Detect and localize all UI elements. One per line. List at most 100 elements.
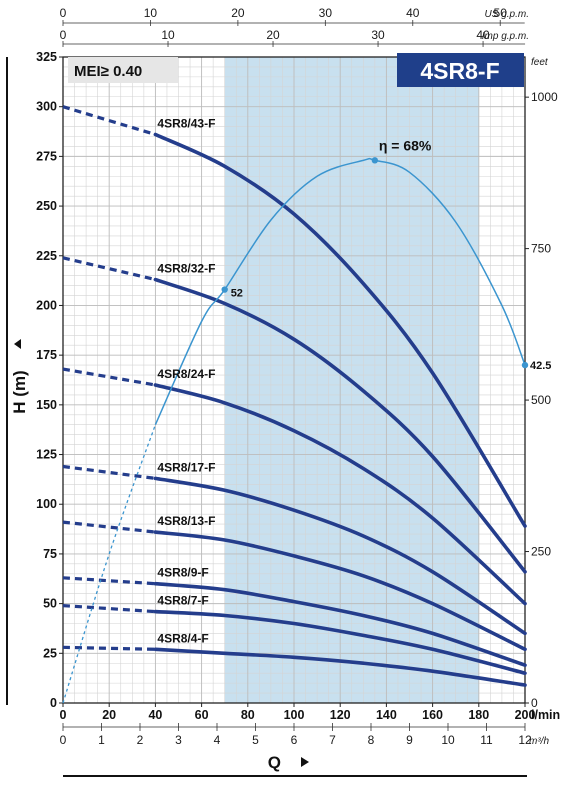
y-tick-label: 200 bbox=[36, 298, 57, 312]
head-curve bbox=[153, 609, 527, 675]
y-tick-label: 150 bbox=[36, 398, 57, 412]
efficiency-label: 42.5 bbox=[530, 360, 551, 372]
m3h-tick-label: 6 bbox=[291, 733, 298, 747]
chart-title: 4SR8-F bbox=[420, 58, 499, 84]
x-tick-label: 120 bbox=[330, 708, 351, 722]
us-gpm-tick-label: 30 bbox=[319, 6, 333, 20]
x-tick-label: 100 bbox=[284, 708, 305, 722]
curve-labels: 4SR8/43-F 4SR8/32-F 4SR8/24-F 4SR8/17-F 4SR8… bbox=[157, 117, 215, 646]
m3h-tick-label: 9 bbox=[406, 733, 413, 747]
series-label: 4SR8/43-F bbox=[157, 117, 215, 131]
efficiency-curve-dashed bbox=[62, 424, 157, 704]
head-curve bbox=[153, 476, 527, 636]
imp-gpm-unit-label: Imp g.p.m. bbox=[482, 31, 529, 42]
y-tick-label: 325 bbox=[36, 50, 57, 64]
x-tick-label: 200 bbox=[515, 708, 536, 722]
m3h-tick-label: 2 bbox=[137, 733, 144, 747]
x-tick-label: 40 bbox=[148, 708, 162, 722]
imp-gpm-tick-label: 40 bbox=[476, 28, 490, 42]
y-tick-label: 225 bbox=[36, 249, 57, 263]
y-tick-label: 275 bbox=[36, 149, 57, 163]
imp-gpm-tick-label: 20 bbox=[266, 28, 280, 42]
x-tick-label: 160 bbox=[422, 708, 443, 722]
y-tick-label: 75 bbox=[43, 547, 57, 561]
feet-tick-label: 750 bbox=[531, 242, 551, 256]
head-curve-dashed bbox=[62, 367, 156, 387]
efficiency-point bbox=[221, 286, 228, 293]
m3h-tick-label: 8 bbox=[368, 733, 375, 747]
y-tick-label: 100 bbox=[36, 497, 57, 511]
y-tick-label: 300 bbox=[36, 100, 57, 114]
imp-gpm-tick-label: 30 bbox=[371, 28, 385, 42]
y-axis-arrow-icon bbox=[14, 339, 21, 349]
head-curve-dashed bbox=[62, 576, 156, 586]
m3h-tick-label: 7 bbox=[329, 733, 336, 747]
m3h-tick-label: 10 bbox=[441, 733, 455, 747]
m3h-tick-label: 0 bbox=[60, 733, 67, 747]
y-tick-label: 125 bbox=[36, 448, 57, 462]
y-tick-label: 250 bbox=[36, 199, 57, 213]
m3h-tick-label: 4 bbox=[214, 733, 221, 747]
m3h-tick-label: 12 bbox=[518, 733, 532, 747]
feet-tick-label: 1000 bbox=[531, 90, 558, 104]
m3h-tick-label: 1 bbox=[98, 733, 105, 747]
head-curve-dashed bbox=[62, 645, 156, 651]
head-curve-dashed bbox=[62, 520, 156, 534]
head-curve bbox=[153, 581, 527, 667]
series-label: 4SR8/7-F bbox=[157, 594, 208, 608]
y-tick-label: 0 bbox=[50, 696, 57, 710]
series-label: 4SR8/9-F bbox=[157, 566, 208, 580]
head-curve-dashed bbox=[62, 604, 156, 614]
x-axis-arrow-icon bbox=[301, 757, 309, 767]
x-axis-title: Q bbox=[268, 753, 281, 772]
head-curve-dashed bbox=[62, 464, 156, 480]
m3h-unit-label: m³/h bbox=[529, 736, 549, 747]
x-tick-label: 80 bbox=[241, 708, 255, 722]
us-gpm-tick-label: 50 bbox=[494, 6, 508, 20]
efficiency-label: η = 68% bbox=[379, 137, 432, 153]
title-box bbox=[397, 53, 524, 87]
head-curve bbox=[153, 132, 527, 528]
m3h-tick-label: 5 bbox=[252, 733, 259, 747]
imp-gpm-tick-label: 10 bbox=[161, 28, 175, 42]
efficiency-curve-line bbox=[154, 157, 526, 426]
imp-gpm-tick-label: 0 bbox=[60, 28, 67, 42]
y-tick-label: 50 bbox=[43, 597, 57, 611]
feet-tick-label: 500 bbox=[531, 393, 551, 407]
y-axis-title: H (m) bbox=[10, 370, 29, 413]
head-curve-dashed bbox=[62, 256, 156, 282]
x-tick-label: 140 bbox=[376, 708, 397, 722]
head-curves bbox=[62, 105, 527, 687]
series-label: 4SR8/4-F bbox=[157, 631, 208, 645]
head-curve bbox=[153, 530, 527, 652]
feet-tick-label: 0 bbox=[531, 696, 538, 710]
series-label: 4SR8/17-F bbox=[157, 460, 215, 474]
x-unit-label: l/min bbox=[531, 708, 560, 722]
m3h-tick-label: 3 bbox=[175, 733, 182, 747]
us-gpm-unit-label: US g.p.m. bbox=[485, 9, 529, 20]
efficiency-label: 52 bbox=[231, 288, 243, 300]
y-tick-label: 175 bbox=[36, 348, 57, 362]
head-curve bbox=[153, 277, 527, 574]
x-tick-label: 180 bbox=[468, 708, 489, 722]
efficiency-point bbox=[371, 157, 379, 164]
head-curve bbox=[153, 647, 527, 687]
mei-badge-box bbox=[68, 57, 178, 83]
x-tick-label: 20 bbox=[102, 708, 116, 722]
series-label: 4SR8/13-F bbox=[157, 514, 215, 528]
x-tick-label: 0 bbox=[60, 708, 67, 722]
series-label: 4SR8/32-F bbox=[157, 262, 215, 276]
efficiency-point bbox=[521, 361, 529, 369]
grid-lines bbox=[62, 56, 526, 704]
head-curve-dashed bbox=[62, 105, 156, 137]
y-tick-label: 25 bbox=[43, 646, 57, 660]
series-label: 4SR8/24-F bbox=[157, 367, 215, 381]
us-gpm-tick-label: 0 bbox=[60, 6, 67, 20]
m3h-tick-label: 11 bbox=[480, 733, 493, 747]
x-tick-label: 60 bbox=[195, 708, 209, 722]
feet-unit-label: feet bbox=[531, 57, 549, 68]
head-curve bbox=[153, 383, 527, 606]
mei-badge: MEI≥ 0.40 bbox=[74, 63, 142, 80]
